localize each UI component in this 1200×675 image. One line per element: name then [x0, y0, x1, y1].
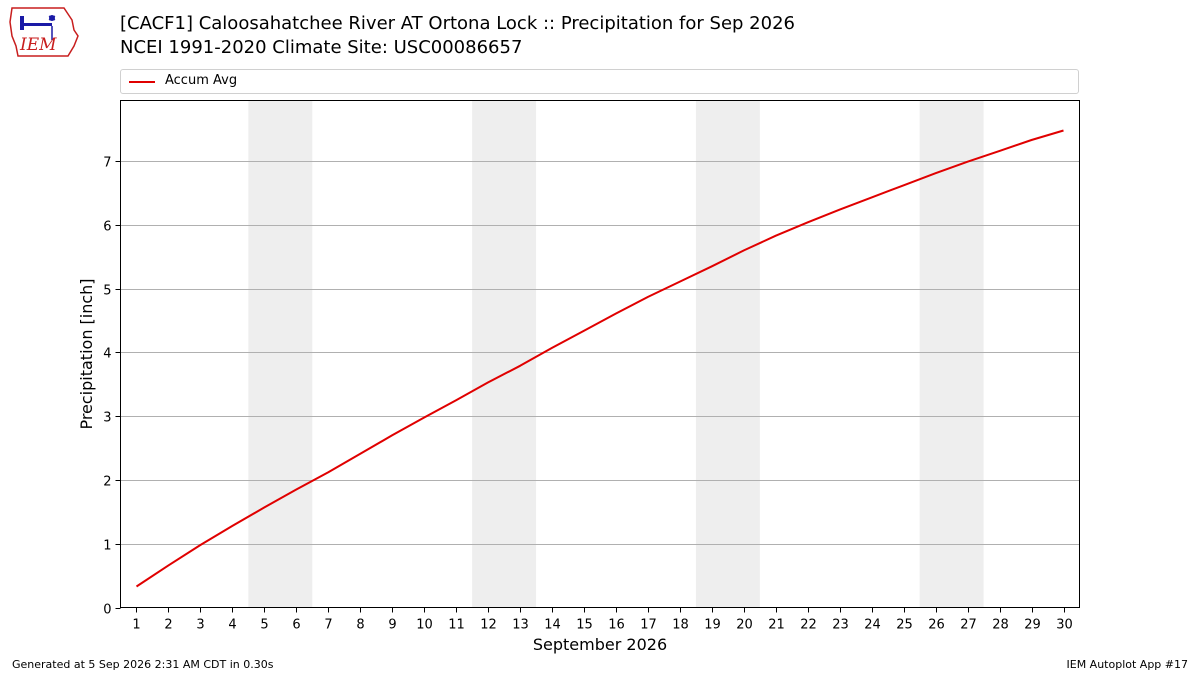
weekend-band: [695, 100, 760, 608]
plot-frame: [120, 100, 1080, 608]
weekend-band: [248, 100, 313, 608]
x-tick-label: 6: [292, 618, 300, 633]
legend-swatch-accum-avg: [129, 81, 155, 83]
x-tick-label: 5: [260, 618, 268, 633]
x-tick-label: 29: [1024, 618, 1041, 633]
x-tick-label: 8: [356, 618, 364, 633]
y-tick-label: 1: [103, 539, 111, 554]
x-tick-label: 16: [608, 618, 625, 633]
iem-logo: IEM: [8, 6, 80, 58]
y-tick-label: 5: [103, 284, 111, 299]
x-tick-label: 12: [480, 618, 497, 633]
x-tick-label: 3: [196, 618, 204, 633]
series-line-accum-avg: [135, 129, 1064, 588]
iem-logo-icon: IEM: [9, 7, 79, 57]
chart-title: [CACF1] Caloosahatchee River AT Ortona L…: [120, 13, 795, 34]
x-tick-label: 15: [576, 618, 593, 633]
weekend-band: [919, 100, 984, 608]
x-tick-label: 1: [132, 618, 140, 633]
x-tick-label: 9: [388, 618, 396, 633]
weekend-shading: [248, 100, 984, 608]
legend: Accum Avg: [120, 69, 1079, 94]
x-tick-label: 25: [896, 618, 913, 633]
x-tick-label: 24: [864, 618, 881, 633]
svg-text:IEM: IEM: [19, 35, 57, 55]
y-tick-label: 7: [103, 156, 111, 171]
x-tick-label: 28: [992, 618, 1009, 633]
y-axis-ticks: 0 1 2 3 4 5 6 7: [103, 156, 121, 618]
gridlines: [120, 161, 1080, 545]
x-tick-label: 18: [672, 618, 689, 633]
x-tick-label: 7: [324, 618, 332, 633]
x-tick-label: 11: [448, 618, 465, 633]
weekend-band: [472, 100, 537, 608]
generated-timestamp: Generated at 5 Sep 2026 2:31 AM CDT in 0…: [12, 658, 274, 671]
legend-label-accum-avg: Accum Avg: [165, 73, 238, 88]
y-tick-label: 0: [103, 603, 111, 618]
autoplot-app-label: IEM Autoplot App #17: [1066, 658, 1189, 671]
x-tick-label: 20: [736, 618, 753, 633]
y-tick-label: 6: [103, 220, 111, 235]
chart-subtitle: NCEI 1991-2020 Climate Site: USC00086657: [120, 37, 523, 58]
y-tick-label: 4: [103, 347, 111, 362]
x-tick-label: 17: [640, 618, 657, 633]
x-tick-label: 14: [544, 618, 561, 633]
x-tick-label: 4: [228, 618, 236, 633]
x-tick-label: 10: [416, 618, 433, 633]
x-tick-label: 30: [1056, 618, 1073, 633]
x-tick-label: 23: [832, 618, 849, 633]
x-tick-label: 27: [960, 618, 977, 633]
x-tick-label: 26: [928, 618, 945, 633]
x-axis-ticks: 1 2 3 4 5 6 7 8 9 10 11 12 13 14 15 16 17 18 19 20 21 22 23 24 2…: [132, 607, 1073, 633]
x-tick-label: 22: [800, 618, 817, 633]
x-tick-label: 13: [512, 618, 529, 633]
x-tick-label: 2: [164, 618, 172, 633]
x-tick-label: 19: [704, 618, 721, 633]
x-axis-label: September 2026: [533, 635, 667, 654]
y-axis-label: Precipitation [inch]: [77, 278, 96, 429]
x-tick-label: 21: [768, 618, 785, 633]
y-tick-label: 3: [103, 411, 111, 426]
series-layer: [135, 129, 1064, 588]
y-tick-label: 2: [103, 475, 111, 490]
